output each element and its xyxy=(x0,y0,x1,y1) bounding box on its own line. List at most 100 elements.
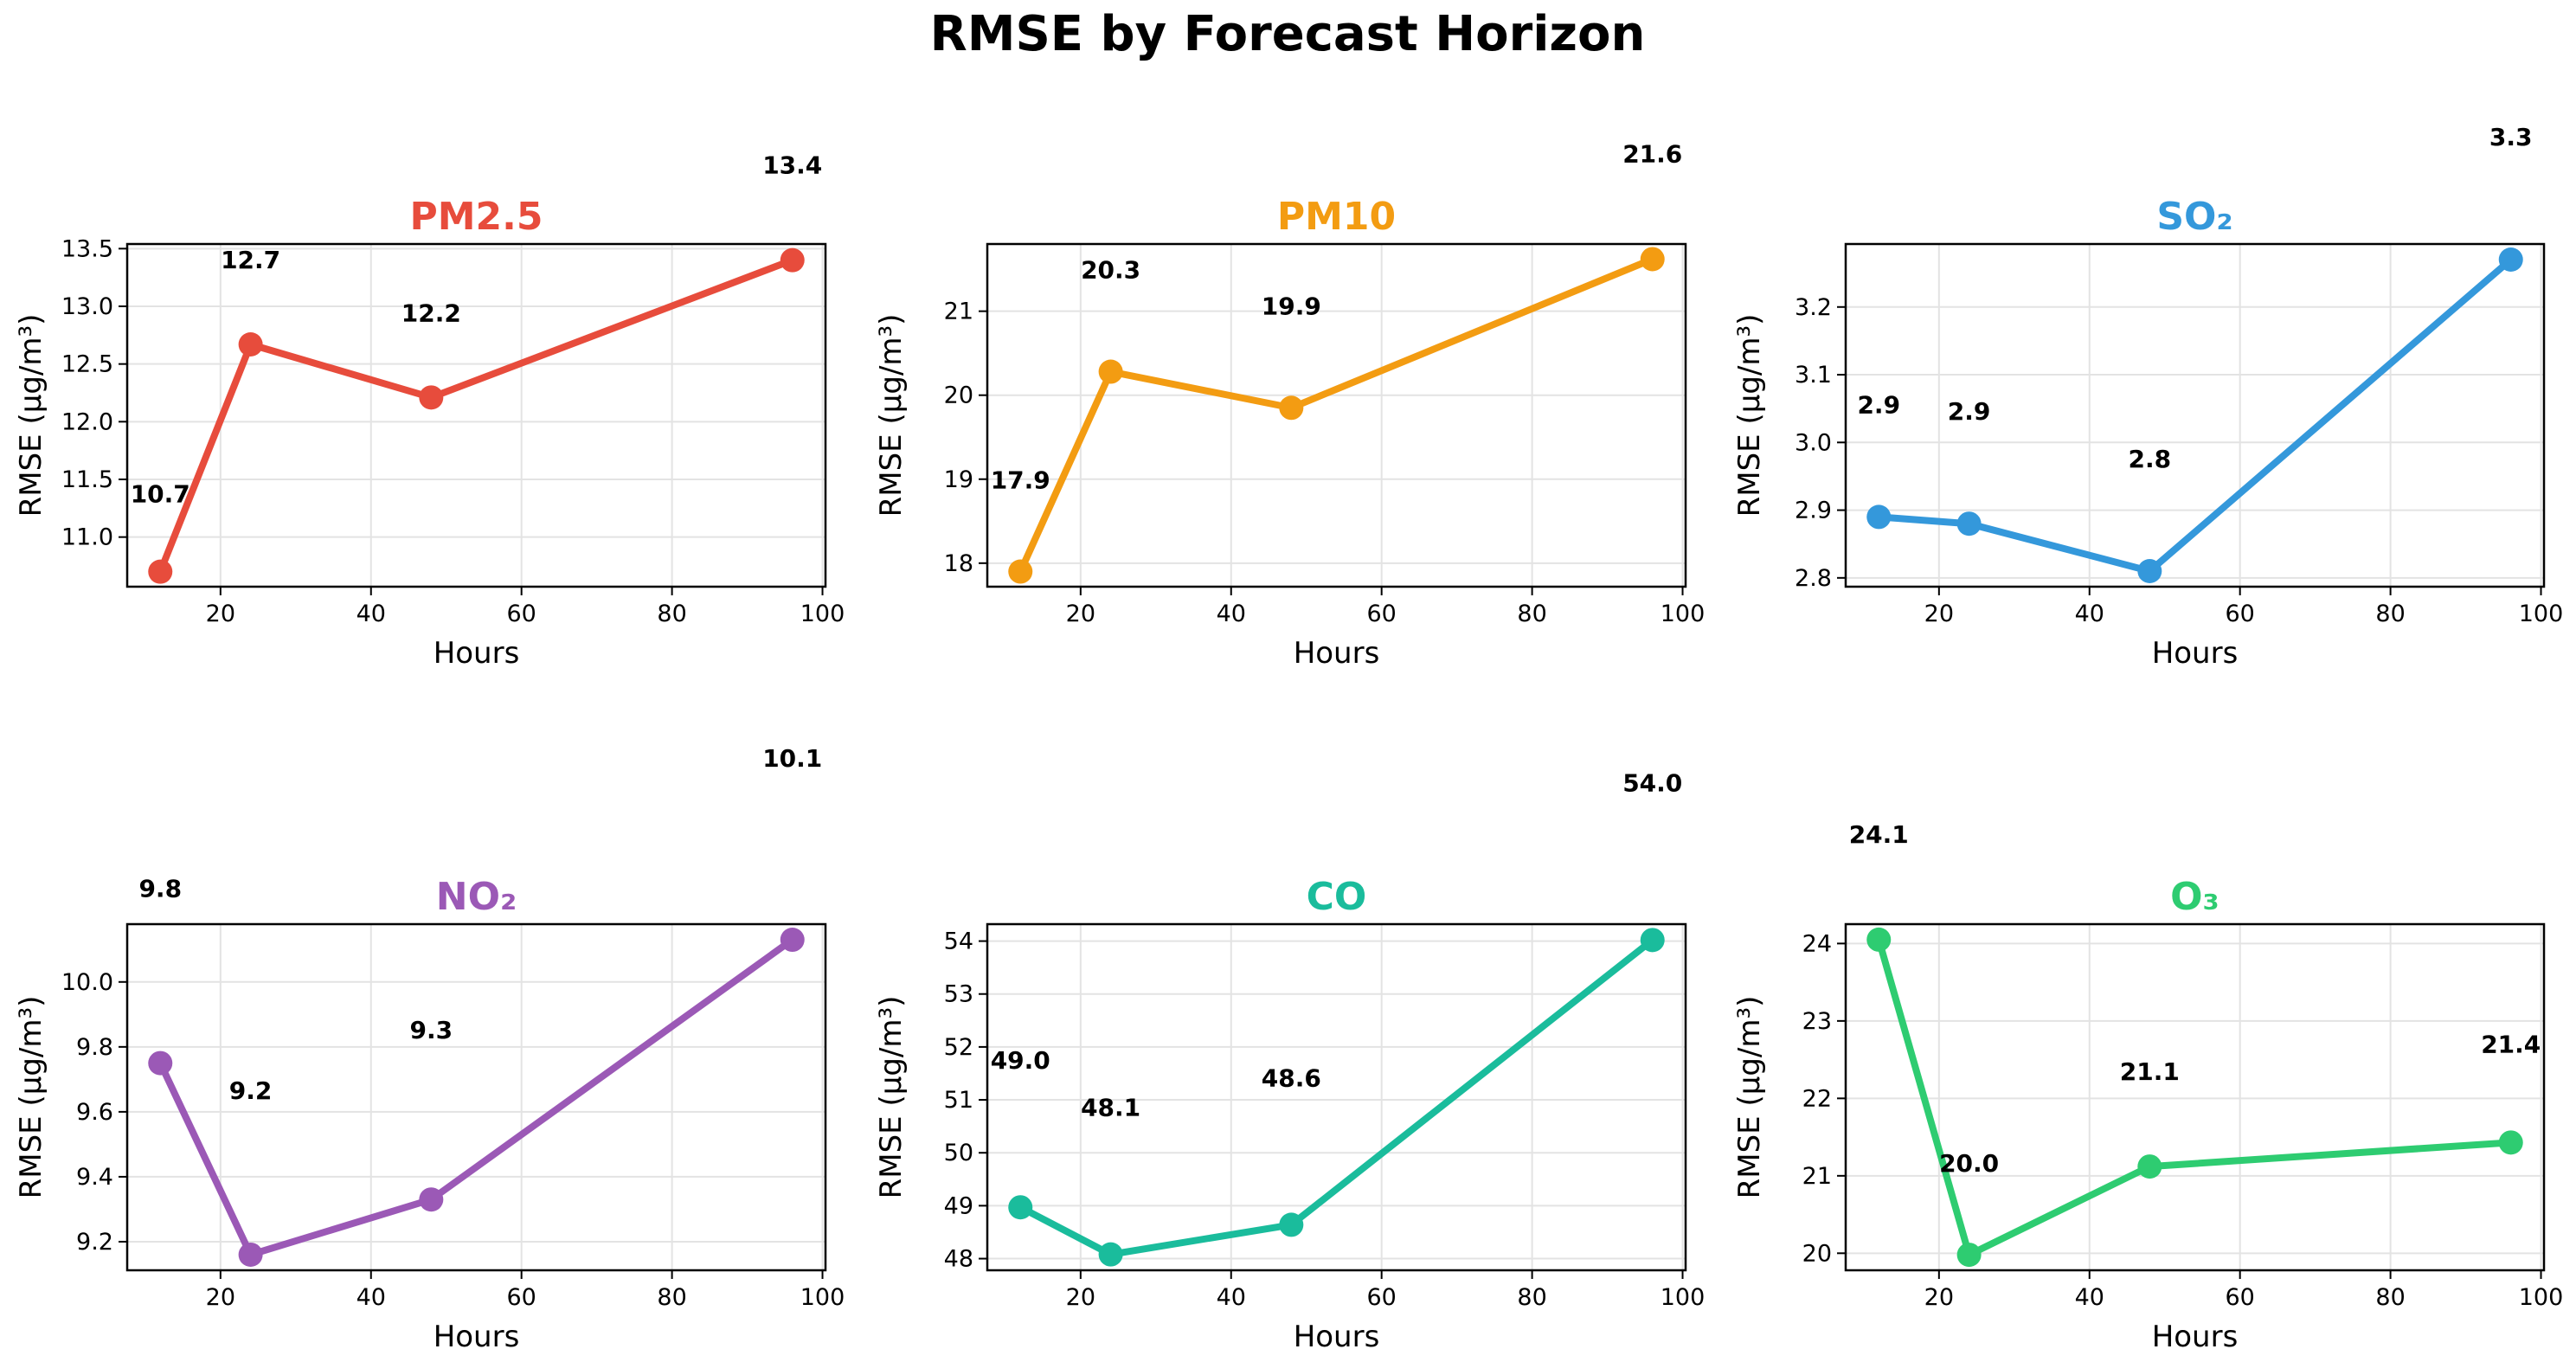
data-point xyxy=(1098,1242,1123,1267)
data-point xyxy=(1098,359,1123,384)
y-tick-label: 52 xyxy=(944,1034,973,1061)
x-tick-label: 20 xyxy=(206,1284,235,1311)
x-tick-label: 60 xyxy=(1366,601,1396,627)
y-tick-label: 49 xyxy=(944,1192,973,1219)
x-tick-label: 60 xyxy=(2225,601,2254,627)
data-point xyxy=(419,1187,444,1212)
y-tick-label: 23 xyxy=(1802,1008,1832,1035)
axes-frame xyxy=(1844,242,2546,588)
y-tick-label: 9.8 xyxy=(76,1034,113,1061)
x-tick-label: 100 xyxy=(1661,601,1706,627)
y-tick-label: 53 xyxy=(944,981,973,1008)
series-line xyxy=(157,936,796,1258)
x-axis-label: Hours xyxy=(2152,1320,2239,1354)
data-point xyxy=(148,1050,173,1076)
panel-title: SO₂ xyxy=(2156,195,2232,239)
x-tick-label: 80 xyxy=(657,1284,686,1311)
y-tick-label: 20 xyxy=(944,382,973,409)
x-tick-label: 20 xyxy=(1066,601,1095,627)
chart-panel: 20 40 60 80 100 11.0 11.5 12.0 12.5 13.0 13.5 Hours… xyxy=(14,151,845,671)
y-tick-label: 10.0 xyxy=(61,969,113,996)
y-axis-label: RMSE (µg/m³) xyxy=(1732,314,1767,517)
x-tick-label: 100 xyxy=(800,1284,845,1311)
data-label: 10.7 xyxy=(131,480,190,509)
x-tick-label: 80 xyxy=(1517,601,1546,627)
axes-frame xyxy=(125,922,827,1272)
data-point xyxy=(2137,1154,2162,1179)
x-axis-label: Hours xyxy=(434,1320,520,1354)
data-point xyxy=(238,332,263,357)
data-label: 48.6 xyxy=(1262,1063,1321,1092)
series-line xyxy=(157,256,796,575)
data-point xyxy=(2137,559,2162,583)
y-axis-label: RMSE (µg/m³) xyxy=(14,314,48,517)
data-label: 49.0 xyxy=(991,1046,1050,1075)
y-axis-label: RMSE (µg/m³) xyxy=(874,314,909,517)
y-tick-label: 3.1 xyxy=(1795,362,1832,389)
data-label: 9.2 xyxy=(229,1076,273,1105)
x-tick-label: 60 xyxy=(1366,1284,1396,1311)
y-axis-label: RMSE (µg/m³) xyxy=(874,996,909,1199)
data-label: 21.1 xyxy=(2120,1057,2180,1086)
x-tick-label: 40 xyxy=(2075,601,2104,627)
y-tick-label: 48 xyxy=(944,1246,973,1273)
x-tick-label: 40 xyxy=(357,1284,386,1311)
data-point xyxy=(1279,1212,1304,1237)
panel-title: NO₂ xyxy=(436,875,517,919)
x-tick-label: 20 xyxy=(1066,1284,1095,1311)
y-tick-label: 12.0 xyxy=(61,408,113,435)
data-point xyxy=(1956,1243,1982,1268)
y-tick-label: 2.8 xyxy=(1795,565,1832,592)
axes-frame xyxy=(125,242,827,588)
data-point xyxy=(2498,247,2523,272)
data-label: 13.4 xyxy=(762,151,822,180)
data-label: 20.0 xyxy=(1939,1149,1999,1178)
chart-panel: 20 40 60 80 100 20 21 22 23 24 Hours RMSE (µg/m³) O₃… xyxy=(1732,820,2563,1354)
y-tick-label: 24 xyxy=(1802,930,1832,957)
data-point xyxy=(780,247,805,273)
axes-frame xyxy=(986,242,1687,588)
data-point xyxy=(780,928,805,953)
chart-panel: 20 40 60 80 100 2.8 2.9 3.0 3.1 3.2 Hours RMSE (µg/… xyxy=(1732,123,2563,671)
data-label: 19.9 xyxy=(1262,292,1321,320)
y-tick-label: 11.5 xyxy=(61,466,113,493)
y-tick-label: 12.5 xyxy=(61,351,113,378)
data-point xyxy=(1008,559,1033,584)
y-tick-label: 50 xyxy=(944,1140,973,1166)
x-tick-label: 40 xyxy=(1217,1284,1246,1311)
x-axis-label: Hours xyxy=(2152,636,2239,671)
y-tick-label: 21 xyxy=(944,299,973,325)
y-tick-label: 19 xyxy=(944,466,973,493)
x-tick-label: 20 xyxy=(1924,1284,1954,1311)
y-tick-label: 13.5 xyxy=(61,235,113,262)
chart-panel: 20 40 60 80 100 48 49 50 51 52 53 54 Hours RMSE (µg/m… xyxy=(874,768,1705,1354)
x-tick-label: 100 xyxy=(800,601,845,627)
data-label: 48.1 xyxy=(1081,1094,1140,1122)
x-tick-label: 20 xyxy=(1924,601,1954,627)
y-tick-label: 22 xyxy=(1802,1085,1832,1112)
data-label: 21.4 xyxy=(2481,1030,2541,1058)
x-axis-label: Hours xyxy=(1294,636,1380,671)
y-tick-label: 9.2 xyxy=(76,1229,113,1256)
x-tick-label: 40 xyxy=(357,601,386,627)
y-tick-label: 9.6 xyxy=(76,1099,113,1126)
data-point xyxy=(148,559,173,584)
data-point xyxy=(1008,1195,1033,1220)
x-tick-label: 60 xyxy=(506,601,536,627)
data-label: 54.0 xyxy=(1622,768,1682,797)
panel-title: PM2.5 xyxy=(410,195,543,239)
y-tick-label: 51 xyxy=(944,1087,973,1114)
x-axis-label: Hours xyxy=(434,636,520,671)
x-tick-label: 80 xyxy=(1517,1284,1546,1311)
y-tick-label: 21 xyxy=(1802,1163,1832,1190)
data-point xyxy=(1956,511,1982,536)
y-tick-label: 13.0 xyxy=(61,293,113,320)
data-label: 3.3 xyxy=(2489,123,2533,151)
data-label: 2.9 xyxy=(1948,397,1991,426)
data-point xyxy=(1640,928,1665,953)
series-line xyxy=(1017,936,1656,1258)
panel-title: O₃ xyxy=(2170,875,2219,919)
x-tick-label: 80 xyxy=(2375,1284,2405,1311)
